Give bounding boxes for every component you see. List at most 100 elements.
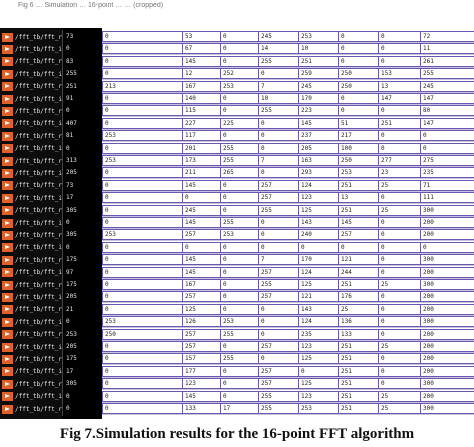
bus-segment: 0 — [258, 303, 298, 315]
signal-row[interactable]: /fft_tb/fft_im_14 — [0, 390, 62, 404]
bus-segment: 0 — [102, 303, 182, 315]
bus-segment: 237 — [298, 130, 338, 142]
signal-row[interactable]: /fft_tb/fft_re_7 — [0, 204, 62, 218]
signal-name: /fft_tb/fft_re_4 — [15, 132, 62, 140]
signal-current-value: 175 — [62, 352, 102, 367]
signal-current-value: 253 — [62, 327, 102, 342]
signal-row[interactable]: /fft_tb/fft_re_11 — [0, 303, 62, 317]
signal-row[interactable]: /fft_tb/fft_re_10 — [0, 278, 62, 292]
signal-row[interactable]: /fft_tb/fft_im_9 — [0, 266, 62, 280]
signal-row[interactable]: /fft_tb/fft_im_3 — [0, 117, 62, 131]
bus-segment: 200 — [420, 328, 474, 340]
signal-arrow-icon — [2, 354, 13, 364]
bus-segment: 0 — [102, 43, 182, 55]
signal-row[interactable]: /fft_tb/fft_im_0 — [0, 42, 62, 56]
row-divider — [102, 352, 474, 353]
signal-row[interactable]: /fft_tb/fft_re_2 — [0, 80, 62, 94]
bus-segment: 111 — [420, 192, 474, 204]
bus-segment: 0 — [102, 279, 182, 290]
signal-name: /fft_tb/fft_im_13 — [15, 368, 62, 376]
signal-name: /fft_tb/fft_re_12 — [15, 331, 62, 339]
signal-row[interactable]: /fft_tb/fft_im_4 — [0, 142, 62, 156]
signal-current-value: 305 — [62, 228, 102, 243]
signal-row[interactable]: /fft_tb/fft_re_5 — [0, 154, 62, 168]
signal-row[interactable]: /fft_tb/fft_re_15 — [0, 402, 62, 416]
row-divider — [102, 128, 474, 130]
bus-segment: 0 — [378, 105, 420, 117]
bus-segment: 0 — [420, 241, 474, 253]
signal-name: /fft_tb/fft_im_11 — [15, 318, 62, 326]
signal-row[interactable]: /fft_tb/fft_re_4 — [0, 129, 62, 143]
bus-segment: 0 — [378, 43, 420, 55]
signal-row[interactable]: /fft_tb/fft_re_9 — [0, 253, 62, 267]
row-divider — [102, 290, 474, 291]
signal-row[interactable]: /fft_tb/fft_im_8 — [0, 241, 62, 255]
signal-row[interactable]: /fft_tb/fft_im_2 — [0, 92, 62, 106]
signal-row[interactable]: /fft_tb/fft_re_14 — [0, 377, 62, 391]
bus-segment: 0 — [102, 217, 182, 228]
row-divider — [102, 265, 474, 267]
signal-row[interactable]: /fft_tb/fft_im_10 — [0, 290, 62, 304]
bus-segment: 0 — [102, 179, 182, 191]
signal-row[interactable]: /fft_tb/fft_re_6 — [0, 179, 62, 193]
bus-segment: 0 — [220, 179, 258, 191]
row-divider — [102, 364, 474, 366]
signal-row[interactable]: /fft_tb/fft_im_11 — [0, 315, 62, 329]
signal-arrow-icon — [2, 218, 13, 228]
signal-row[interactable]: /fft_tb/fft_re_1 — [0, 55, 62, 69]
bus-segment: 257 — [258, 266, 298, 278]
signal-row[interactable]: /fft_tb/fft_im_7 — [0, 216, 62, 230]
signal-row[interactable]: /fft_tb/fft_im_13 — [0, 365, 62, 379]
signal-row[interactable]: /fft_tb/fft_im_6 — [0, 191, 62, 205]
signal-row[interactable]: /fft_tb/fft_im_12 — [0, 340, 62, 354]
row-divider — [102, 228, 474, 229]
bus-segment: 0 — [378, 291, 420, 303]
signal-row[interactable]: /fft_tb/fft_re_12 — [0, 328, 62, 342]
signal-name: /fft_tb/fft_re_1 — [15, 58, 62, 66]
bus-segment: 200 — [420, 390, 474, 402]
bus-segment: 0 — [420, 142, 474, 154]
bus-segment: 257 — [258, 192, 298, 204]
signal-name: /fft_tb/fft_im_10 — [15, 293, 62, 301]
bus-segment: 51 — [338, 117, 378, 129]
signal-row[interactable]: /fft_tb/fft_re_8 — [0, 228, 62, 242]
bus-segment: 0 — [102, 142, 182, 154]
bus-segment: 0 — [220, 303, 258, 315]
signal-arrow-icon — [2, 106, 13, 116]
bus-segment: 257 — [258, 341, 298, 352]
bus-segment: 0 — [378, 241, 420, 253]
signal-current-value: 251 — [62, 79, 102, 94]
signal-current-value: 0 — [62, 216, 102, 230]
bus-segment: 170 — [298, 254, 338, 266]
signal-arrow-icon — [2, 230, 13, 240]
bus-segment: 0 — [378, 130, 420, 142]
bus-segment: 0 — [258, 130, 298, 142]
bus-segment: 53 — [182, 31, 220, 42]
signal-row[interactable]: /fft_tb/fft_re_13 — [0, 352, 62, 366]
bus-segment: 0 — [102, 117, 182, 129]
bus-segment: 0 — [220, 266, 258, 278]
bus-segment: 145 — [182, 55, 220, 67]
bus-segment: 13 — [338, 192, 378, 204]
signal-row[interactable]: /fft_tb/fft_re_0 — [0, 30, 62, 44]
bus-segment: 200 — [420, 229, 474, 241]
bus-segment: 251 — [378, 117, 420, 129]
signal-current-value: 0 — [62, 240, 102, 255]
signal-row[interactable]: /fft_tb/fft_re_3 — [0, 104, 62, 118]
bus-segment: 253 — [338, 167, 378, 179]
signal-row[interactable]: /fft_tb/fft_im_1 — [0, 67, 62, 81]
waveform-plot[interactable]: 0 53 0 245 253 0 0 72 0 67 0 14 10 0 0 11 0 145 0 255 251 0 0 2… — [102, 28, 474, 419]
signal-row[interactable]: /fft_tb/fft_im_5 — [0, 166, 62, 180]
bus-segment: 0 — [102, 390, 182, 402]
bus-segment: 300 — [420, 204, 474, 216]
bus-segment: 255 — [258, 204, 298, 216]
bus-segment: 124 — [298, 266, 338, 278]
signal-name: /fft_tb/fft_re_7 — [15, 207, 62, 215]
bus-segment: 143 — [298, 303, 338, 315]
signal-arrow-icon — [2, 69, 13, 79]
bus-segment: 250 — [338, 155, 378, 166]
bus-segment: 121 — [338, 254, 378, 266]
bus-segment: 25 — [338, 303, 378, 315]
bus-segment: 123 — [182, 378, 220, 390]
bus-segment: 140 — [182, 93, 220, 104]
